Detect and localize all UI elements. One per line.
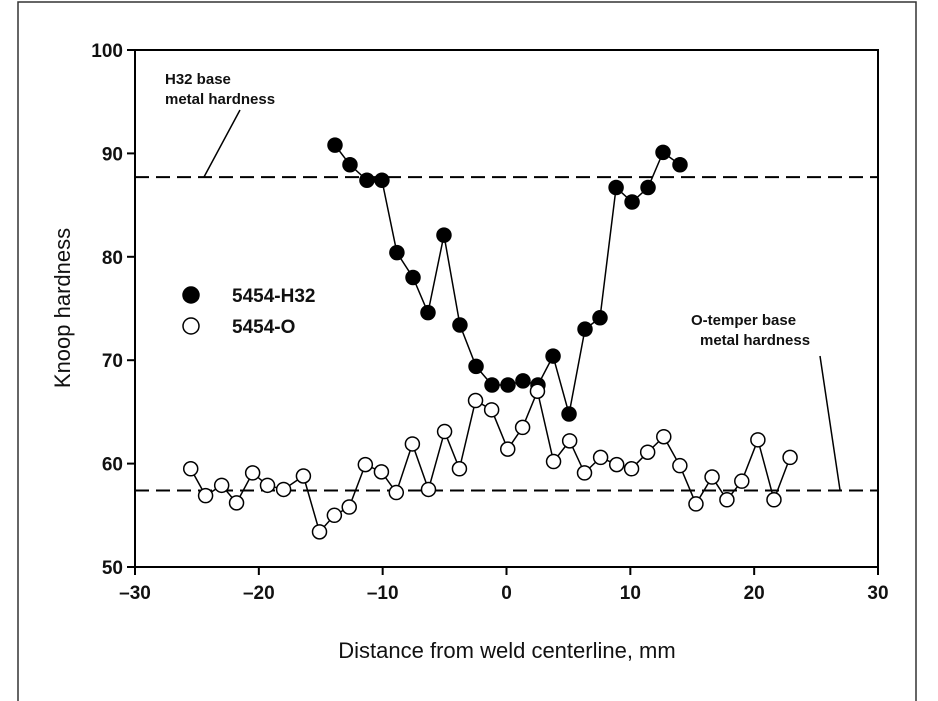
legend-label: 5454-H32	[232, 286, 315, 307]
data-point	[373, 464, 390, 480]
y-tick-label: 70	[102, 351, 123, 372]
legend-marker	[182, 286, 200, 304]
annotation: H32 base	[165, 71, 231, 88]
y-axis-title: Knoop hardness	[50, 228, 75, 388]
data-point	[388, 484, 405, 501]
data-point	[734, 473, 750, 489]
data-point	[592, 449, 609, 466]
data-point	[750, 432, 766, 448]
leader-line	[203, 109, 241, 178]
data-point	[608, 456, 625, 473]
frame	[17, 1, 917, 701]
data-point	[259, 477, 276, 494]
data-point	[484, 377, 500, 393]
y-tick-label: 80	[102, 248, 123, 269]
data-point	[499, 441, 516, 457]
data-point	[197, 487, 214, 504]
x-tick-label: 10	[620, 583, 641, 604]
data-point	[688, 496, 704, 512]
data-point	[545, 348, 561, 364]
data-point	[467, 392, 484, 409]
y-tick-label: 60	[102, 455, 123, 476]
data-point	[672, 457, 688, 474]
data-point	[244, 465, 261, 481]
data-point	[468, 358, 484, 375]
data-point	[640, 179, 656, 196]
data-point	[545, 453, 562, 470]
x-tick-label: –20	[243, 583, 275, 604]
data-point	[405, 269, 421, 286]
legend-marker	[182, 317, 200, 335]
data-point	[451, 461, 468, 477]
data-point	[483, 402, 500, 418]
x-tick-label: –30	[119, 583, 151, 604]
data-point	[342, 157, 358, 173]
data-point	[576, 465, 593, 481]
y-tick-label: 90	[102, 144, 123, 165]
data-point	[655, 144, 671, 161]
x-axis-title: Distance from weld centerline, mm	[338, 638, 675, 663]
data-point	[623, 461, 640, 477]
data-point	[327, 137, 343, 153]
data-point	[420, 481, 437, 498]
data-point	[404, 436, 421, 452]
annotation: metal hardness	[165, 91, 275, 108]
data-point	[452, 317, 468, 333]
data-point	[672, 157, 688, 173]
data-point	[420, 304, 436, 321]
y-tick-label: 50	[102, 558, 123, 579]
data-point	[213, 477, 230, 494]
data-point	[656, 428, 672, 445]
y-tick-label: 100	[91, 41, 123, 62]
data-point	[436, 227, 452, 243]
data-point	[561, 406, 577, 422]
data-point	[228, 495, 245, 511]
annotation: metal hardness	[700, 332, 810, 349]
data-point	[515, 373, 531, 389]
data-point	[326, 507, 343, 524]
plot-area	[134, 49, 879, 568]
x-tick-label: 20	[744, 583, 765, 604]
x-tick-label: 30	[867, 583, 888, 604]
data-point	[357, 456, 374, 473]
data-point	[529, 383, 546, 399]
data-point	[782, 449, 798, 466]
data-point	[561, 433, 578, 449]
data-point	[592, 310, 608, 326]
data-point	[514, 419, 531, 436]
data-point	[275, 481, 292, 498]
data-point	[766, 492, 782, 508]
data-point	[295, 468, 312, 484]
legend-label: 5454-O	[232, 317, 295, 338]
x-tick-label: –10	[367, 583, 399, 604]
annotation: O-temper base	[691, 312, 796, 329]
data-point	[577, 321, 593, 337]
data-point	[500, 377, 516, 393]
leader-line	[819, 355, 841, 491]
data-point	[719, 492, 735, 508]
x-tick-label: 0	[501, 583, 512, 604]
data-point	[311, 524, 328, 540]
data-point	[374, 172, 390, 189]
data-point	[359, 172, 375, 189]
data-point	[182, 461, 199, 477]
data-point	[341, 499, 357, 515]
data-point	[704, 469, 720, 485]
data-point	[389, 244, 405, 261]
data-point	[624, 194, 640, 210]
data-point	[639, 444, 656, 460]
data-point	[436, 423, 453, 440]
data-point	[608, 179, 624, 196]
